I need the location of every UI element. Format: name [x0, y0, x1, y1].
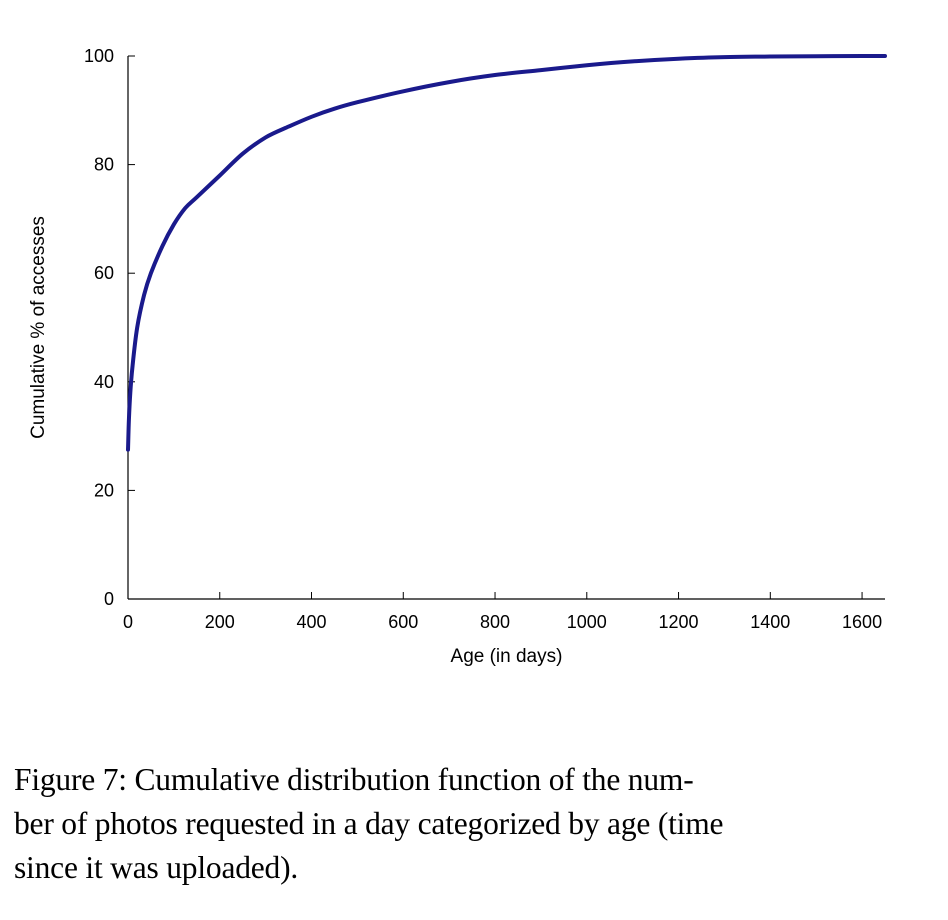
caption-line: Figure 7: Cumulative distribution functi… [14, 762, 694, 797]
y-tick-label: 80 [94, 155, 114, 175]
x-tick-label: 400 [296, 612, 326, 632]
y-axis-title: Cumulative % of accesses [28, 216, 49, 439]
ticks: 0 200 400 600 800 1000 1200 1400 1600 0 20 40 60 80 10… [84, 46, 882, 632]
y-tick-label: 60 [94, 263, 114, 283]
x-tick-label: 1000 [567, 612, 607, 632]
cdf-chart: 0 200 400 600 800 1000 1200 1400 1600 0 20 40 60 80 10… [28, 46, 887, 667]
figure-caption: Figure 7: Cumulative distribution functi… [14, 758, 894, 890]
x-tick-label: 600 [388, 612, 418, 632]
x-tick-label: 1400 [750, 612, 790, 632]
x-tick-label: 1200 [659, 612, 699, 632]
cdf-series-line [126, 54, 887, 452]
y-tick-label: 0 [104, 589, 114, 609]
x-tick-label: 1600 [842, 612, 882, 632]
x-axis-title: Age (in days) [451, 646, 563, 667]
y-tick-label: 20 [94, 480, 114, 500]
caption-line: since it was uploaded). [14, 850, 299, 885]
axes [127, 56, 885, 600]
series-layer [126, 54, 887, 452]
caption-line: ber of photos requested in a day categor… [14, 806, 724, 841]
y-tick-label: 40 [94, 372, 114, 392]
x-tick-label: 800 [480, 612, 510, 632]
y-tick-label: 100 [84, 46, 114, 66]
x-tick-label: 200 [205, 612, 235, 632]
x-tick-label: 0 [123, 612, 133, 632]
